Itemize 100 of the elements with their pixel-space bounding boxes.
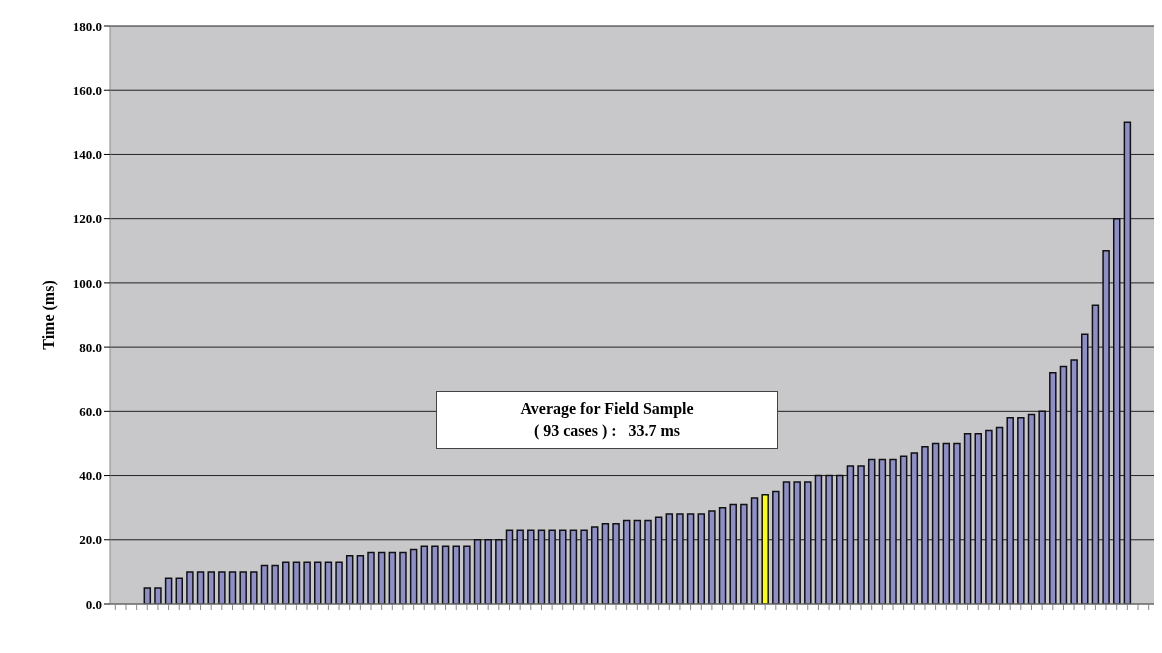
bar (718, 506, 727, 604)
bar (676, 513, 684, 604)
bar (686, 513, 695, 604)
bar (612, 522, 620, 604)
bar (857, 465, 865, 604)
bar (644, 519, 652, 604)
bar (836, 474, 844, 604)
bar (399, 551, 407, 604)
bar (1027, 413, 1036, 604)
bar (335, 561, 343, 604)
bar (590, 526, 599, 604)
bar (846, 465, 855, 604)
bar (250, 571, 258, 604)
bar (1017, 417, 1025, 604)
bar (963, 433, 972, 604)
bar (260, 564, 269, 604)
bar (228, 571, 237, 604)
y-tick-label: 140.0 (72, 147, 102, 163)
bar (516, 529, 524, 604)
bar (505, 529, 514, 604)
bar (1049, 372, 1057, 604)
bar (708, 510, 716, 604)
bar (750, 497, 759, 604)
bar (654, 516, 663, 604)
bar (697, 513, 706, 604)
bar (729, 503, 737, 604)
y-tick-label: 40.0 (79, 468, 102, 484)
bar (878, 458, 887, 604)
y-tick-label: 20.0 (79, 532, 102, 548)
bar (814, 474, 823, 604)
bar (282, 561, 290, 604)
bar (218, 571, 226, 604)
bar (995, 426, 1004, 604)
bar (1112, 217, 1121, 604)
bar (740, 503, 748, 604)
bar (1081, 333, 1089, 604)
bar (1038, 410, 1046, 604)
bar (463, 545, 471, 604)
bar (559, 529, 567, 604)
bar (495, 539, 503, 604)
bar (899, 455, 908, 604)
bar (441, 545, 450, 604)
bar (537, 529, 546, 604)
bar (931, 442, 940, 604)
bar (303, 561, 311, 604)
bar (377, 551, 386, 604)
bar (388, 551, 397, 604)
bar (367, 551, 375, 604)
bar (186, 571, 194, 604)
note-box: Average for Field Sample ( 93 cases ) : 33.7 ms (436, 391, 778, 449)
bar (1070, 359, 1078, 604)
bar (1059, 365, 1068, 604)
bar (271, 564, 279, 604)
bar (867, 458, 876, 604)
bar (772, 490, 780, 604)
bar (910, 452, 919, 604)
y-tick-label: 80.0 (79, 339, 102, 355)
bar (548, 529, 556, 604)
y-tick-label: 180.0 (72, 18, 102, 34)
bar (143, 587, 152, 604)
bar (1123, 121, 1132, 604)
bar (942, 442, 951, 604)
bar (793, 481, 801, 604)
bar (345, 555, 354, 604)
bar (804, 481, 812, 604)
bar (154, 587, 162, 604)
bar (601, 522, 610, 604)
bar (825, 474, 833, 604)
y-tick-label: 120.0 (72, 211, 102, 227)
bar (1102, 250, 1110, 604)
bar (633, 519, 642, 604)
bar (292, 561, 301, 604)
bar (527, 529, 535, 604)
bar (324, 561, 333, 604)
y-tick-label: 0.0 (85, 596, 102, 612)
bar (1006, 417, 1014, 604)
bar (921, 445, 929, 604)
bar (569, 529, 578, 604)
bar (196, 571, 205, 604)
bar (985, 429, 993, 604)
bar (1091, 304, 1100, 604)
bar (889, 458, 897, 604)
bar (431, 545, 439, 604)
bar (953, 442, 961, 604)
bar (239, 571, 247, 604)
bar (782, 481, 791, 604)
bar (409, 548, 418, 604)
bar (974, 433, 982, 604)
bar (356, 555, 365, 604)
bar (207, 571, 215, 604)
y-tick-label: 60.0 (79, 403, 102, 419)
bar (622, 519, 631, 604)
bar (314, 561, 322, 604)
y-tick-label: 100.0 (72, 275, 102, 291)
bar (665, 513, 674, 604)
bar (761, 494, 769, 604)
y-axis-title: Time (ms) (39, 280, 58, 350)
bar (484, 539, 492, 604)
bar (420, 545, 429, 604)
y-tick-label: 160.0 (72, 82, 102, 98)
